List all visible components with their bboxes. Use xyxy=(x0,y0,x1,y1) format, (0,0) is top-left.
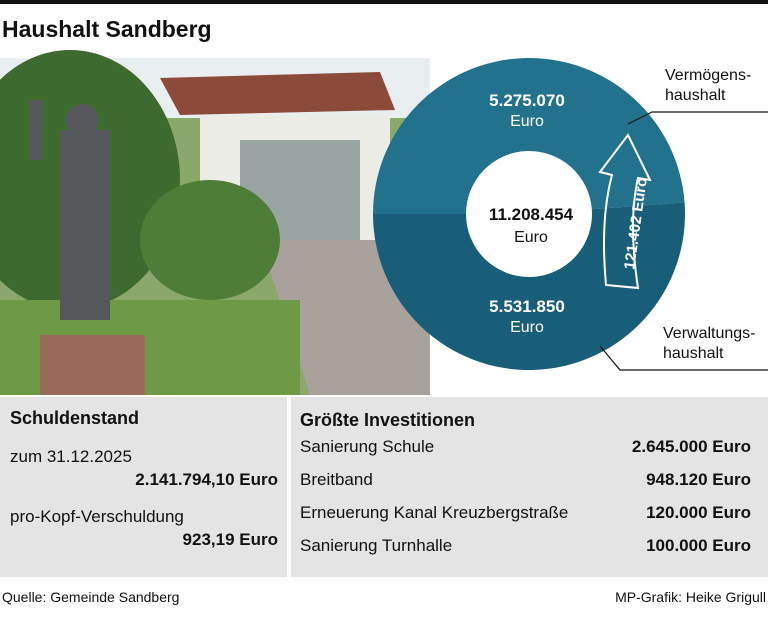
total-label: 11.208.454 xyxy=(489,205,574,224)
title: Haushalt Sandberg xyxy=(2,16,212,42)
investment-amount: 948.120 Euro xyxy=(646,470,751,489)
donut-segment xyxy=(373,58,685,215)
debt-label: pro-Kopf-Verschuldung xyxy=(10,507,184,526)
unit-label: Euro xyxy=(510,319,544,336)
investment-amount: 100.000 Euro xyxy=(646,536,751,555)
unit-label: Euro xyxy=(510,113,544,130)
donut-segment xyxy=(373,202,685,371)
transfer-arrow xyxy=(598,133,652,290)
debt-heading: Schuldenstand xyxy=(10,408,140,428)
investment-name: Sanierung Schule xyxy=(300,437,435,456)
legend-label: Verwaltungs-haushalt xyxy=(663,325,756,362)
legend-label: Vermögens-haushalt xyxy=(665,67,751,104)
leader-line xyxy=(599,345,768,371)
investment-name: Breitband xyxy=(300,470,373,489)
debt-value: 2.141.794,10 Euro xyxy=(135,470,278,489)
credit: MP-Grafik: Heike Grigull xyxy=(615,589,766,605)
investment-panel xyxy=(291,397,768,577)
top-bar xyxy=(0,0,768,4)
value-label: 5.531.850 xyxy=(489,297,565,316)
investment-name: Sanierung Turnhalle xyxy=(300,536,453,555)
debt-label: zum 31.12.2025 xyxy=(10,447,132,466)
investment-amount: 120.000 Euro xyxy=(646,503,751,522)
debt-panel xyxy=(0,397,287,577)
debt-value: 923,19 Euro xyxy=(182,530,278,549)
photo xyxy=(0,50,430,395)
value-label: 5.275.070 xyxy=(489,91,565,110)
source: Quelle: Gemeinde Sandberg xyxy=(2,589,180,605)
investment-amount: 2.645.000 Euro xyxy=(631,437,751,456)
investment-heading: Größte Investitionen xyxy=(300,410,476,430)
leader-line xyxy=(627,111,768,125)
investment-name: Erneuerung Kanal Kreuzbergstraße xyxy=(300,503,569,522)
total-unit: Euro xyxy=(514,229,548,246)
